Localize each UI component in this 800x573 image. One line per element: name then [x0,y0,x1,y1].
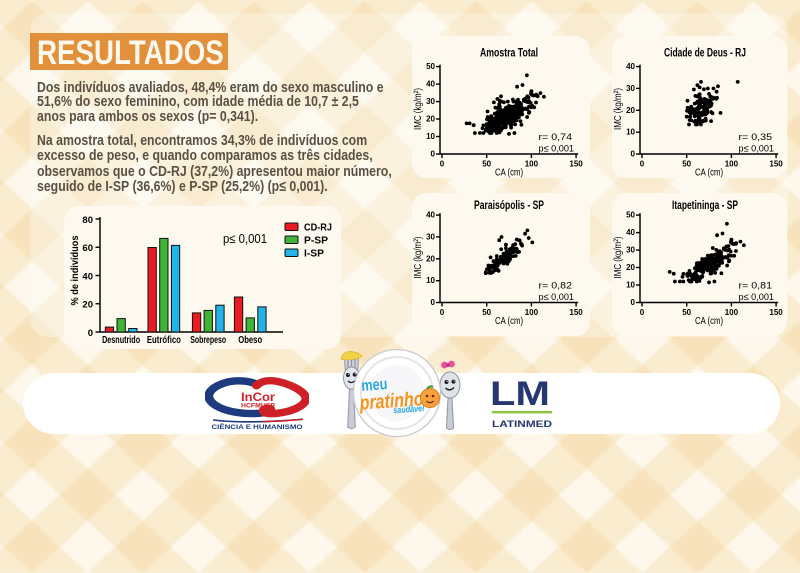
svg-text:p≤ 0,001: p≤ 0,001 [539,292,575,303]
svg-text:0: 0 [640,308,645,317]
svg-text:pratinho: pratinho [358,388,424,414]
svg-text:50: 50 [482,308,491,317]
svg-text:100: 100 [725,308,739,317]
svg-text:LM: LM [490,377,550,413]
svg-text:HCFMUSP: HCFMUSP [241,403,276,410]
svg-text:r= 0,74: r= 0,74 [539,132,573,143]
svg-text:30: 30 [626,245,635,254]
svg-text:80: 80 [82,215,93,226]
svg-text:Paraisópolis - SP: Paraisópolis - SP [474,200,544,212]
svg-text:50: 50 [482,160,491,169]
svg-text:% de indivíduos: % de indivíduos [70,235,81,305]
svg-text:P-SP: P-SP [304,236,328,247]
svg-text:0: 0 [431,298,436,307]
svg-text:150: 150 [769,160,783,169]
svg-text:100: 100 [725,160,739,169]
svg-text:20: 20 [426,115,435,124]
svg-text:20: 20 [626,106,635,115]
svg-text:saudável: saudável [393,403,425,415]
svg-text:0: 0 [640,160,645,169]
svg-text:20: 20 [426,254,435,263]
svg-text:meu: meu [361,376,388,395]
svg-text:r= 0,35: r= 0,35 [739,132,773,143]
svg-text:10: 10 [626,280,635,289]
svg-text:Amostra Total: Amostra Total [480,48,538,60]
svg-text:50: 50 [682,160,691,169]
svg-text:100: 100 [525,160,539,169]
svg-text:10: 10 [626,128,635,137]
svg-text:IMC (kg/m²): IMC (kg/m²) [413,236,424,278]
svg-text:I-SP: I-SP [304,249,324,260]
svg-text:CD-RJ: CD-RJ [304,223,332,234]
svg-text:40: 40 [426,210,435,219]
svg-text:60: 60 [82,243,93,254]
svg-text:40: 40 [626,62,635,71]
svg-text:0: 0 [631,150,636,159]
svg-text:Eutrófico: Eutrófico [147,335,181,346]
svg-text:50: 50 [426,62,435,71]
svg-text:20: 20 [82,300,93,311]
svg-text:10: 10 [426,276,435,285]
svg-text:IMC (kg/m²): IMC (kg/m²) [613,88,624,130]
svg-text:Obeso: Obeso [238,335,262,346]
svg-text:IMC (kg/m²): IMC (kg/m²) [613,236,624,278]
svg-text:p≤ 0,001: p≤ 0,001 [539,144,575,155]
svg-text:0: 0 [440,160,445,169]
svg-text:Desnutrido: Desnutrido [102,335,140,346]
svg-text:r= 0,82: r= 0,82 [539,280,573,291]
svg-text:40: 40 [426,80,435,89]
svg-text:50: 50 [682,308,691,317]
svg-text:0: 0 [88,328,93,339]
svg-text:Itapetininga - SP: Itapetininga - SP [672,200,738,212]
svg-text:40: 40 [82,271,93,282]
svg-text:Cidade de Deus - RJ: Cidade de Deus - RJ [664,48,746,60]
svg-text:p≤ 0,001: p≤ 0,001 [223,231,267,246]
svg-text:IMC (kg/m²): IMC (kg/m²) [413,88,424,130]
svg-text:10: 10 [426,132,435,141]
svg-text:CA (cm): CA (cm) [695,316,723,327]
svg-text:150: 150 [569,160,583,169]
svg-text:r= 0,81: r= 0,81 [739,280,773,291]
svg-text:p≤ 0,001: p≤ 0,001 [739,144,775,155]
svg-text:50: 50 [626,210,635,219]
svg-text:100: 100 [525,308,539,317]
svg-text:CA (cm): CA (cm) [495,168,523,179]
svg-text:150: 150 [769,308,783,317]
svg-text:CA (cm): CA (cm) [495,316,523,327]
svg-text:0: 0 [431,150,436,159]
svg-text:20: 20 [626,263,635,272]
svg-text:CIÊNCIA E HUMANISMO: CIÊNCIA E HUMANISMO [212,422,303,431]
svg-text:30: 30 [426,97,435,106]
svg-text:CA (cm): CA (cm) [695,168,723,179]
svg-text:150: 150 [569,308,583,317]
svg-text:p≤ 0,001: p≤ 0,001 [739,292,775,303]
svg-text:InCor: InCor [241,390,275,404]
svg-text:Sobrepeso: Sobrepeso [190,335,226,346]
svg-text:0: 0 [631,298,636,307]
svg-text:30: 30 [426,232,435,241]
svg-text:40: 40 [626,228,635,237]
svg-text:LATINMED: LATINMED [492,419,552,429]
svg-text:30: 30 [626,84,635,93]
svg-text:0: 0 [440,308,445,317]
